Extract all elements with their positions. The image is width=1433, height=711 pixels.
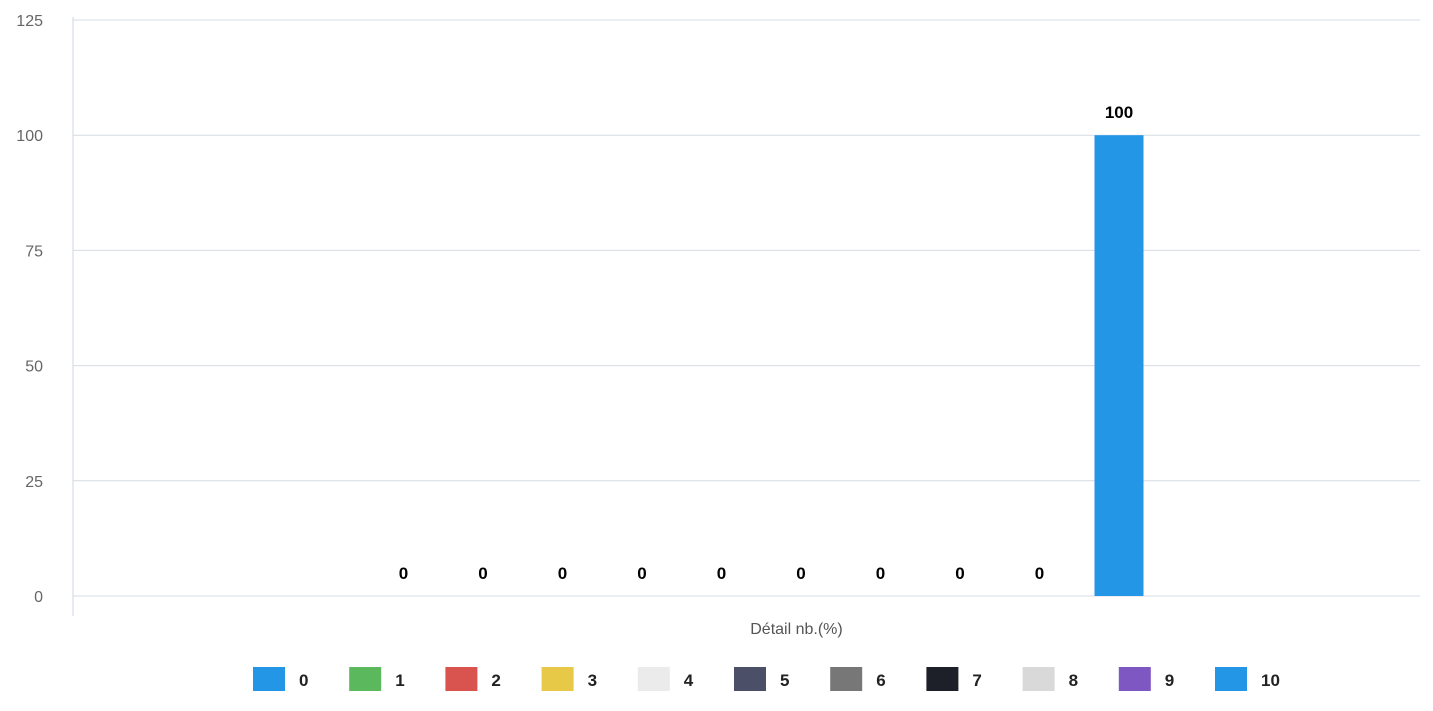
- data-label-series-1: 0: [399, 564, 408, 583]
- legend-swatch: [830, 667, 863, 691]
- legend-label: 3: [588, 671, 597, 690]
- legend-item-2[interactable]: 2: [445, 667, 501, 691]
- legend-swatch: [1215, 667, 1247, 691]
- legend-item-5[interactable]: 5: [734, 667, 789, 691]
- legend-label: 1: [395, 671, 404, 690]
- y-tick-label: 0: [34, 589, 43, 606]
- legend-swatch: [734, 667, 766, 691]
- bars-layer: [1094, 135, 1144, 596]
- legend-item-4[interactable]: 4: [637, 667, 694, 691]
- legend-label: 9: [1165, 671, 1174, 690]
- legend-label: 2: [491, 671, 500, 690]
- legend-item-1[interactable]: 1: [349, 667, 405, 691]
- legend-swatch: [637, 667, 670, 691]
- legend-label: 8: [1069, 671, 1078, 690]
- legend-swatch: [253, 667, 285, 691]
- legend-item-10[interactable]: 10: [1215, 667, 1280, 691]
- data-label-series-6: 0: [796, 564, 805, 583]
- data-label-series-9: 0: [1035, 564, 1044, 583]
- x-axis: Détail nb.(%): [750, 621, 842, 638]
- data-labels-layer: 0 0 0 0 0 0 0 0 0 100: [399, 103, 1133, 583]
- legend-swatch: [1022, 667, 1055, 691]
- legend-swatch: [1118, 667, 1151, 691]
- legend: 0 1 2 3 4 5 6 7 8 9 10: [253, 667, 1280, 691]
- legend-item-0[interactable]: 0: [253, 667, 308, 691]
- data-label-series-8: 0: [955, 564, 964, 583]
- bar-series-10[interactable]: [1094, 135, 1144, 596]
- y-tick-label: 25: [25, 474, 43, 491]
- data-label-series-10: 100: [1105, 103, 1133, 122]
- y-tick-label: 75: [25, 243, 43, 260]
- y-tick-label: 50: [25, 359, 43, 376]
- y-tick-label: 125: [16, 13, 43, 30]
- data-label-series-5: 0: [717, 564, 726, 583]
- y-tick-label: 100: [16, 128, 43, 145]
- legend-swatch: [445, 667, 478, 691]
- legend-item-6[interactable]: 6: [830, 667, 886, 691]
- legend-label: 7: [972, 671, 981, 690]
- legend-item-8[interactable]: 8: [1022, 667, 1078, 691]
- data-label-series-2: 0: [478, 564, 487, 583]
- legend-item-3[interactable]: 3: [541, 667, 597, 691]
- data-label-series-3: 0: [558, 564, 567, 583]
- y-axis: 0 25 50 75 100 125: [16, 13, 74, 616]
- legend-label: 6: [876, 671, 885, 690]
- legend-swatch: [349, 667, 382, 691]
- legend-item-9[interactable]: 9: [1118, 667, 1174, 691]
- grid-layer: [73, 19, 1420, 597]
- legend-item-7[interactable]: 7: [926, 667, 982, 691]
- legend-label: 5: [780, 671, 789, 690]
- legend-swatch: [926, 667, 959, 691]
- legend-label: 0: [299, 671, 308, 690]
- legend-label: 4: [684, 671, 694, 690]
- legend-swatch: [541, 667, 574, 691]
- x-axis-title: Détail nb.(%): [750, 621, 842, 638]
- data-label-series-7: 0: [876, 564, 885, 583]
- legend-label: 10: [1261, 671, 1280, 690]
- data-label-series-4: 0: [637, 564, 646, 583]
